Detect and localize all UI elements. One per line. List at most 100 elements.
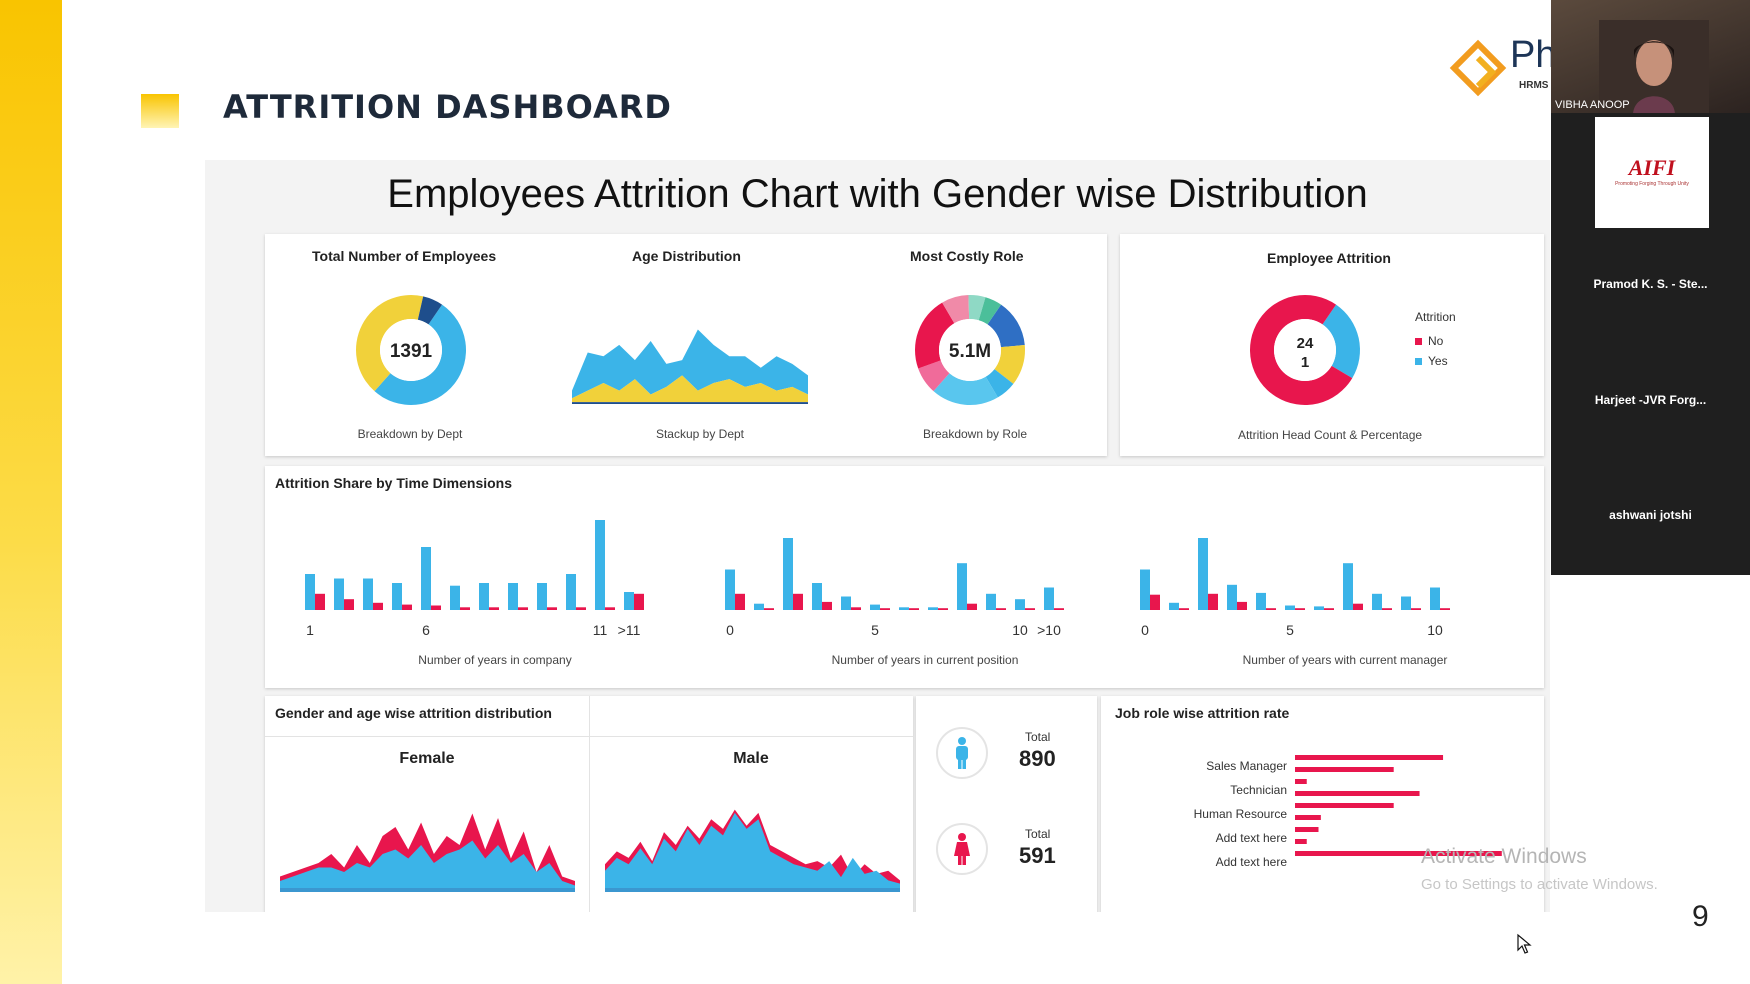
bar — [1295, 779, 1307, 784]
bar-category-label: Add text here — [1216, 855, 1288, 869]
bar — [1208, 593, 1218, 610]
participant-2[interactable]: Harjeet -JVR Forg... — [1594, 393, 1707, 407]
bar — [634, 593, 644, 610]
bar — [870, 604, 880, 610]
bar — [1140, 569, 1150, 610]
presenter-name: VIBHA ANOOP — [1555, 99, 1630, 111]
bar — [1440, 608, 1450, 610]
page-number: 9 — [1692, 900, 1709, 933]
bar — [1295, 755, 1444, 760]
donut-center-value: 24 — [1297, 335, 1314, 352]
jobrole-bar-chart: Sales Manager Technician Human Resource Add… — [1194, 755, 1502, 869]
bar — [957, 563, 967, 610]
male-total-value: 890 — [1019, 746, 1056, 771]
bar — [1295, 791, 1420, 796]
male-area-chart — [605, 809, 900, 892]
bar — [479, 583, 489, 610]
participant-3[interactable]: ashwani jotshi — [1609, 508, 1692, 522]
presenter-video-tile[interactable]: VIBHA ANOOP — [1551, 0, 1750, 113]
donut-center-value: 1 — [1301, 354, 1309, 371]
bar — [402, 604, 412, 610]
bar — [1372, 593, 1382, 610]
age-distribution-caption: Stackup by Dept — [655, 427, 745, 441]
legend-no-swatch — [1415, 338, 1422, 345]
bar — [460, 607, 470, 610]
years-in-position-bar-chart: 0 5 10 >10 — [725, 538, 1064, 638]
total-employees-caption: Breakdown by Dept — [357, 427, 463, 441]
bar — [450, 585, 460, 610]
bar-category-label: Add text here — [1216, 831, 1288, 845]
employee-attrition-heading: Employee Attrition — [1267, 250, 1391, 266]
bar — [1295, 839, 1307, 844]
bar — [1169, 602, 1179, 610]
female-total-value: 591 — [1019, 843, 1056, 868]
bar — [909, 608, 919, 610]
years-in-company-bar-chart: 1 6 11 >11 — [305, 520, 644, 638]
bar — [1295, 851, 1502, 856]
bar — [605, 607, 615, 610]
legend-no-label: No — [1428, 334, 1444, 348]
participant-1[interactable]: Pramod K. S. - Ste... — [1593, 277, 1708, 291]
bar — [1054, 608, 1064, 610]
bar — [986, 593, 996, 610]
donut-total-employees: 1391 — [356, 295, 467, 406]
area-series — [280, 840, 575, 890]
aifi-participant-tile[interactable]: AIFI Promoting Forging Through Unity — [1595, 117, 1709, 228]
bar — [899, 607, 909, 610]
bar — [566, 574, 576, 610]
donut-slice — [915, 302, 955, 369]
donut-slice — [978, 297, 1002, 325]
bar — [537, 583, 547, 610]
employee-attrition-caption: Attrition Head Count & Percentage — [1237, 428, 1423, 442]
years-in-company-label: Number of years in company — [418, 653, 572, 667]
bar — [1015, 599, 1025, 610]
donut-center-value: 1391 — [390, 341, 433, 362]
gender-grid-line-h — [265, 736, 913, 737]
donut-hole — [939, 319, 1001, 381]
bar — [938, 608, 948, 610]
bar — [725, 569, 735, 610]
donut-slice — [968, 295, 986, 321]
area-series — [572, 375, 808, 403]
bar — [1353, 603, 1363, 610]
dashboard-canvas: Employees Attrition Chart with Gender wi… — [205, 160, 1550, 912]
bar-category-label: Human Resource — [1194, 807, 1288, 821]
bar — [783, 538, 793, 610]
tick-label: 0 — [1141, 622, 1149, 638]
aifi-logo: AIFI — [1628, 155, 1676, 180]
bar — [595, 520, 605, 610]
time-section-heading: Attrition Share by Time Dimensions — [275, 475, 513, 491]
bar — [421, 547, 431, 610]
bar — [1314, 606, 1324, 610]
slide-accent-stripe — [0, 0, 62, 984]
tick-label: 6 — [422, 622, 430, 638]
costly-role-caption: Breakdown by Role — [922, 427, 1028, 441]
bar — [363, 578, 373, 610]
bar — [1324, 608, 1334, 610]
donut-slice — [1322, 304, 1360, 379]
donut-hole — [380, 319, 442, 381]
male-total-label: Total — [1025, 730, 1051, 744]
donut-slice — [374, 304, 467, 406]
bar — [793, 593, 803, 610]
age-distribution-area-chart — [572, 329, 808, 404]
bar-category-label: Sales Manager — [1206, 759, 1287, 773]
bar — [1411, 608, 1421, 610]
activate-windows-title: Activate Windows — [1421, 845, 1587, 868]
donut-slice — [942, 295, 970, 324]
bar — [967, 603, 977, 610]
bar — [1044, 587, 1054, 610]
donut-most-costly-role: 5.1M — [915, 295, 1025, 405]
donut-slice — [994, 344, 1025, 384]
bar — [315, 593, 325, 610]
bar — [1266, 608, 1276, 610]
bar — [1237, 601, 1247, 610]
bar — [547, 607, 557, 610]
bar — [1256, 592, 1266, 610]
donut-slice — [987, 304, 1025, 348]
male-icon — [936, 727, 988, 779]
bar — [754, 603, 764, 610]
bar — [1430, 587, 1440, 610]
legend-yes-swatch — [1415, 358, 1422, 365]
area-series — [572, 402, 808, 404]
